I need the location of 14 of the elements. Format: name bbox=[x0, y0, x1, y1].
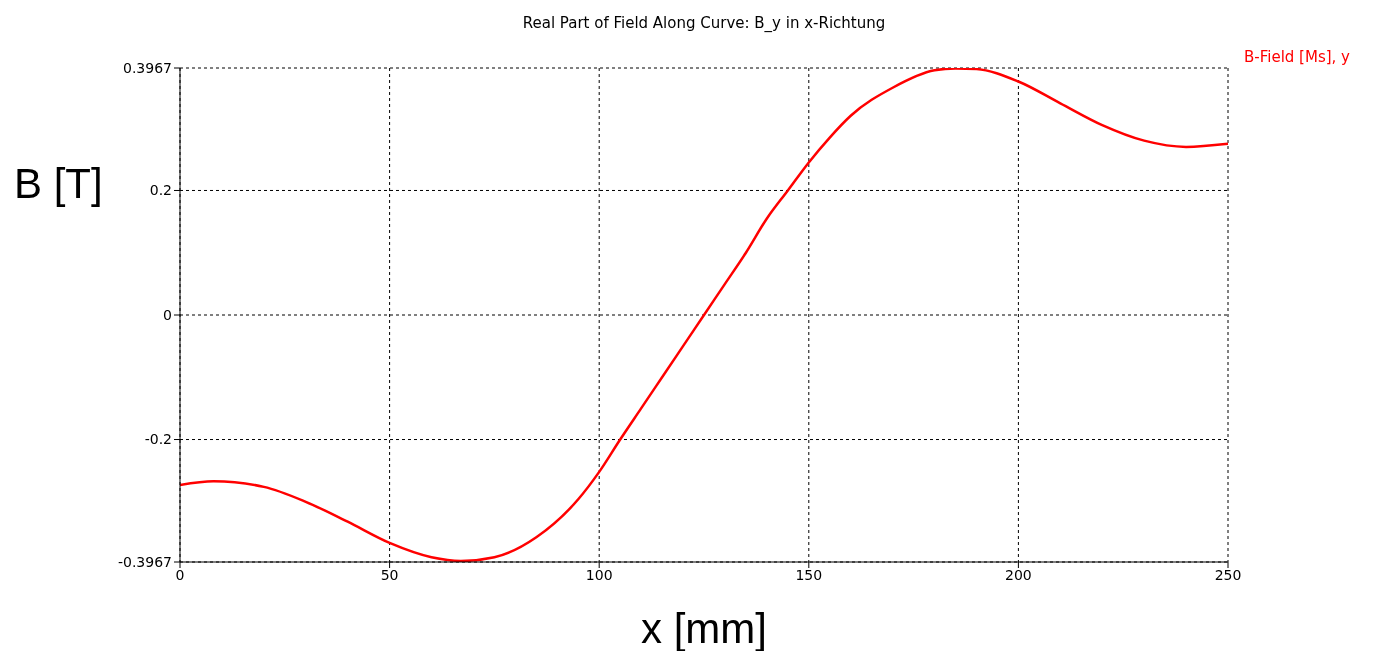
y-axis-title: B [T] bbox=[14, 160, 103, 208]
y-tick-label: 0.2 bbox=[149, 182, 172, 199]
y-tick-label: 0 bbox=[163, 306, 172, 323]
text: B-Field [Ms], y bbox=[1244, 48, 1350, 66]
y-tick-label: -0.2 bbox=[144, 431, 172, 448]
y-tick-label: -0.3967 bbox=[117, 553, 172, 570]
x-tick-label: 0 bbox=[175, 566, 185, 583]
x-tick-label: 100 bbox=[585, 566, 613, 583]
x-tick-label: 250 bbox=[1214, 566, 1242, 583]
x-tick-label: 200 bbox=[1005, 566, 1032, 583]
y-tick-label: 0.3967 bbox=[123, 59, 172, 76]
x-tick-label: 150 bbox=[795, 566, 823, 583]
chart-title: Real Part of Field Along Curve: B_y in x-Richtung bbox=[521, 14, 887, 32]
x-tick-label: 50 bbox=[380, 566, 399, 583]
